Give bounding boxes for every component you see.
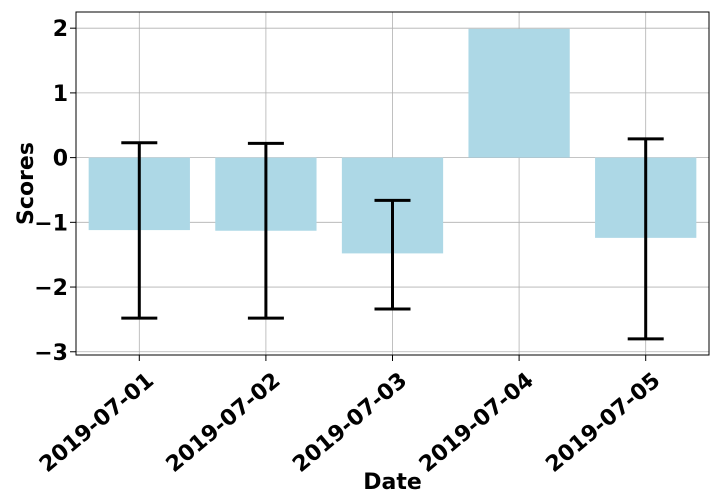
y-tick-label: 1 [53, 82, 68, 107]
x-tick-label: 2019-07-01 [35, 368, 159, 478]
error-bar [247, 141, 284, 320]
error-bar [121, 141, 158, 320]
x-tick-label: 2019-07-05 [541, 368, 665, 478]
x-tick-label: 2019-07-04 [415, 368, 539, 478]
y-tick-label: −2 [34, 276, 68, 301]
error-bar [374, 198, 411, 311]
bar [468, 28, 570, 158]
x-axis-label: Date [363, 470, 422, 495]
plot-frame [75, 11, 710, 356]
x-tick-label: 2019-07-03 [288, 368, 412, 478]
y-axis-label: Scores [14, 142, 39, 225]
error-bars [121, 137, 664, 341]
error-bar [627, 137, 664, 341]
y-tick-label: 0 [53, 147, 68, 172]
x-tick-label: 2019-07-02 [162, 368, 286, 478]
x-ticks: 2019-07-01 2019-07-02 2019-07-03 2019-07-04… [35, 355, 665, 478]
y-tick-label: −1 [34, 211, 68, 236]
y-tick-label: −3 [34, 341, 68, 366]
y-ticks: −3 −2 −1 0 1 2 [34, 17, 76, 366]
y-tick-label: 2 [53, 17, 68, 42]
